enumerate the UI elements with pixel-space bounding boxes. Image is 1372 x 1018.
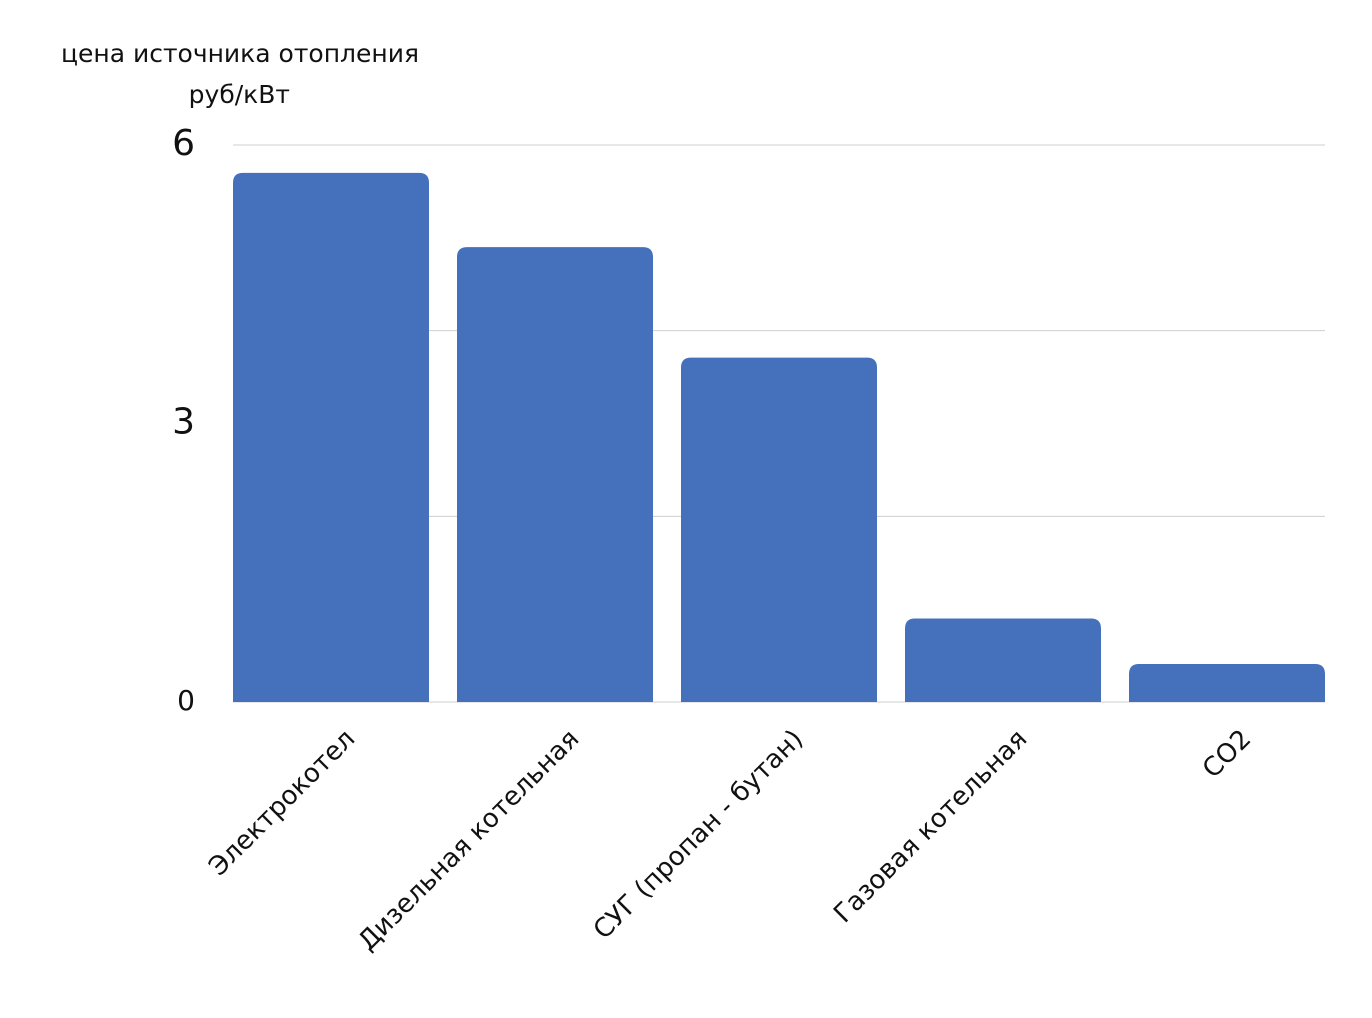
x-tick-label: СУГ (пропан - бутан): [588, 724, 809, 945]
y-tick-label: 6: [172, 123, 195, 164]
bar: [681, 357, 877, 702]
chart-title: цена источника отопления: [61, 39, 419, 68]
x-tick-label: Газовая котельная: [828, 724, 1033, 929]
y-tick-label: 3: [172, 402, 195, 443]
bar: [905, 618, 1101, 702]
chart-subtitle: руб/кВт: [189, 80, 290, 109]
x-tick-label: Электрокотел: [203, 724, 361, 882]
bar: [233, 172, 429, 703]
y-tick-label: 0: [177, 684, 195, 717]
bar: [457, 247, 653, 702]
x-tick-label: CO2: [1197, 724, 1257, 784]
x-tick-label: Дизельная котельная: [353, 724, 586, 957]
bar: [1129, 663, 1325, 702]
